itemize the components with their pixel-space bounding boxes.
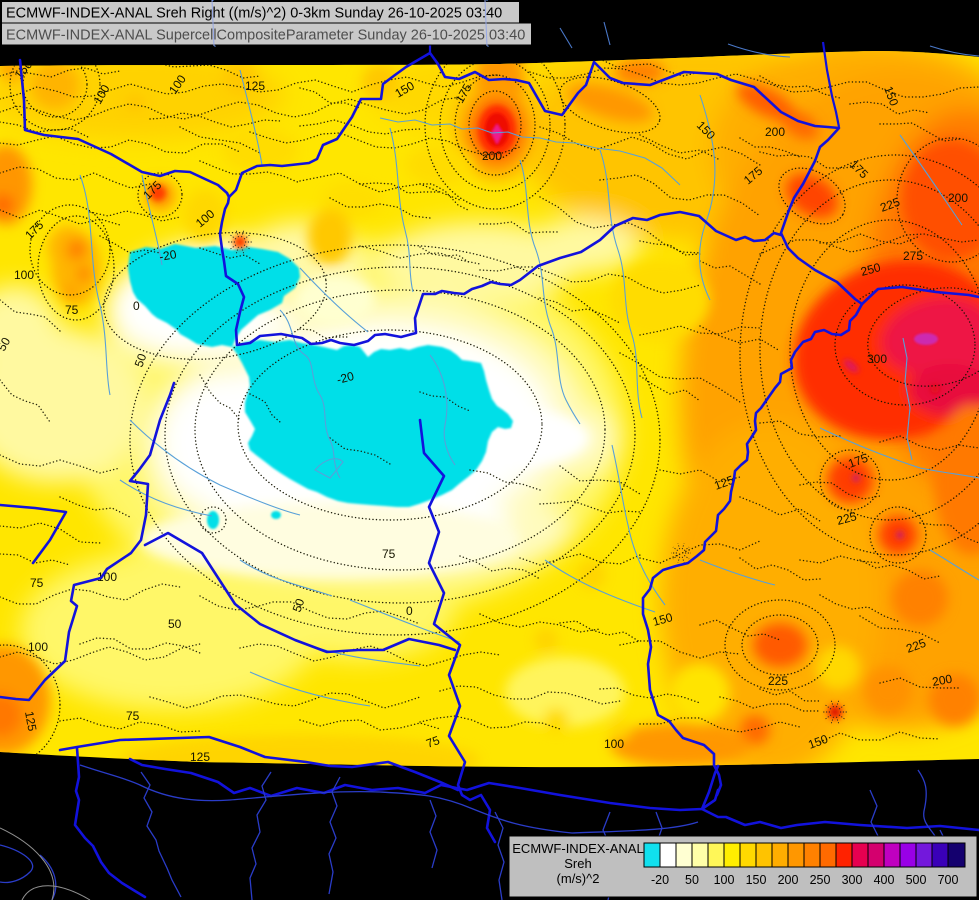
svg-text:300: 300 — [867, 352, 887, 366]
svg-text:150: 150 — [881, 84, 901, 108]
svg-text:ECMWF-INDEX-ANAL: ECMWF-INDEX-ANAL — [512, 841, 643, 856]
svg-text:150: 150 — [806, 732, 830, 752]
svg-text:125: 125 — [712, 473, 736, 493]
svg-text:175: 175 — [846, 451, 870, 471]
svg-text:0: 0 — [406, 604, 413, 618]
svg-text:Sreh: Sreh — [564, 856, 591, 871]
svg-text:100: 100 — [28, 640, 48, 654]
svg-text:-20: -20 — [335, 369, 356, 387]
svg-text:225: 225 — [768, 674, 788, 688]
svg-text:200: 200 — [778, 873, 799, 887]
svg-text:50: 50 — [168, 617, 182, 631]
svg-text:50: 50 — [290, 596, 308, 614]
svg-text:150: 150 — [746, 873, 767, 887]
svg-text:75: 75 — [424, 733, 442, 751]
svg-text:300: 300 — [842, 873, 863, 887]
svg-text:500: 500 — [906, 873, 927, 887]
svg-text:100: 100 — [604, 737, 624, 751]
svg-text:250: 250 — [859, 260, 882, 279]
svg-text:(m/s)^2: (m/s)^2 — [557, 871, 600, 886]
svg-text:225: 225 — [904, 636, 928, 656]
svg-text:400: 400 — [874, 873, 895, 887]
svg-text:100: 100 — [97, 570, 117, 584]
svg-text:-20: -20 — [158, 247, 178, 264]
svg-text:150: 150 — [651, 610, 674, 629]
svg-text:200: 200 — [931, 672, 953, 689]
svg-text:0: 0 — [133, 299, 140, 313]
svg-text:700: 700 — [938, 873, 959, 887]
svg-text:225: 225 — [835, 509, 858, 528]
svg-text:125: 125 — [22, 710, 39, 732]
svg-text:200: 200 — [765, 125, 785, 139]
svg-text:275: 275 — [903, 249, 923, 263]
svg-text:50: 50 — [685, 873, 699, 887]
svg-text:125: 125 — [190, 750, 210, 764]
svg-text:75: 75 — [382, 547, 396, 561]
svg-text:75: 75 — [30, 576, 44, 590]
svg-text:225: 225 — [878, 195, 902, 215]
svg-text:125: 125 — [245, 79, 265, 93]
svg-text:200: 200 — [948, 191, 968, 205]
svg-text:75: 75 — [65, 303, 79, 317]
svg-text:75: 75 — [126, 709, 140, 723]
svg-text:50: 50 — [132, 351, 150, 369]
svg-text:ECMWF-INDEX-ANAL SupercellComp: ECMWF-INDEX-ANAL SupercellCompositeParam… — [6, 28, 525, 44]
svg-text:100: 100 — [14, 268, 34, 282]
svg-text:ECMWF-INDEX-ANAL Sreh Right ((: ECMWF-INDEX-ANAL Sreh Right ((m/s)^2) 0-… — [6, 6, 502, 22]
svg-text:250: 250 — [810, 873, 831, 887]
svg-text:-20: -20 — [651, 873, 669, 887]
svg-text:200: 200 — [482, 149, 502, 163]
svg-text:100: 100 — [714, 873, 735, 887]
